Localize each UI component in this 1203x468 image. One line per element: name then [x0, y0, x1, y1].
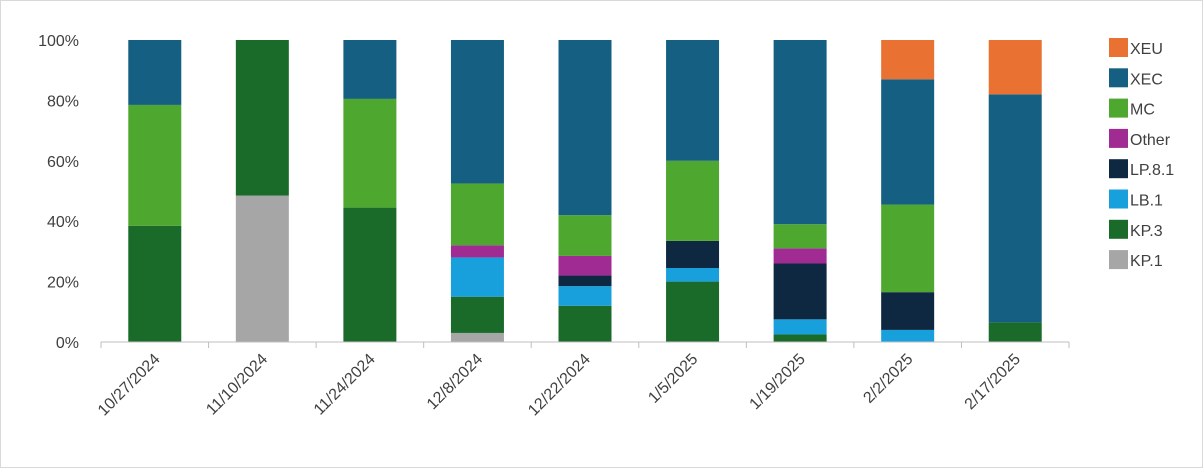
y-axis-labels: 0% 20% 40% 60% 80% 100%: [38, 33, 79, 352]
x-tick-label: 11/10/2024: [203, 351, 271, 419]
legend-label: LB.1: [1130, 193, 1163, 210]
bar-segment-xeu: [988, 40, 1042, 95]
bar-segment-kp-3: [773, 334, 827, 342]
bar-segment-kp-1: [450, 332, 504, 342]
bar-segment-other: [773, 248, 827, 264]
bar-stack: [235, 40, 289, 342]
legend-item: LP.8.1: [1109, 159, 1174, 179]
x-tick-label: 2/17/2025: [962, 351, 1024, 413]
bar-segment-kp-3: [988, 322, 1042, 342]
x-tick-label: 10/27/2024: [95, 351, 164, 420]
bar-segment-xec: [666, 40, 720, 161]
bar-segment-kp-3: [343, 207, 397, 342]
bar-segment-lb-1: [881, 329, 935, 342]
bar-stack: [988, 40, 1042, 342]
legend-swatch: [1109, 68, 1128, 88]
x-tick-label: 12/22/2024: [525, 351, 594, 420]
bars: [128, 40, 1042, 342]
bar-segment-kp-1: [235, 195, 289, 342]
bar-segment-kp-3: [666, 281, 720, 342]
legend-label: LP.8.1: [1130, 162, 1174, 179]
x-tick-label: 2/2/2025: [860, 351, 916, 407]
bar-segment-xec: [881, 79, 935, 205]
x-tick-label: 12/8/2024: [424, 351, 486, 413]
bar-segment-kp-3: [235, 40, 289, 196]
bar-segment-mc: [343, 98, 397, 208]
bar-segment-mc: [450, 183, 504, 246]
legend-swatch: [1109, 38, 1128, 57]
bar-segment-lb-1: [558, 286, 612, 306]
bar-segment-mc: [128, 104, 182, 226]
bar-segment-lp-8-1: [773, 263, 827, 320]
x-tick-label: 11/24/2024: [311, 351, 379, 419]
bar-segment-mc: [666, 160, 720, 241]
bar-segment-lb-1: [450, 257, 504, 297]
bar-segment-mc: [558, 215, 612, 256]
y-tick-label: 80%: [47, 93, 79, 110]
bar-segment-kp-3: [450, 296, 504, 333]
bar-stack: [450, 40, 504, 342]
bar-segment-other: [558, 255, 612, 276]
y-tick-label: 60%: [47, 154, 79, 171]
legend-label: Other: [1130, 132, 1171, 149]
x-axis-ticks: [100, 342, 1070, 348]
bar-segment-mc: [773, 224, 827, 249]
bar-segment-kp-3: [558, 305, 612, 342]
legend-label: MC: [1130, 102, 1155, 119]
x-tick-label: 1/5/2025: [645, 351, 701, 407]
legend-swatch: [1109, 219, 1128, 239]
legend-label: XEC: [1130, 71, 1163, 88]
bar-stack: [881, 40, 935, 342]
bar-stack: [666, 40, 720, 342]
legend-label: KP.1: [1130, 253, 1163, 270]
legend-item: XEC: [1109, 68, 1163, 88]
legend-swatch: [1109, 159, 1128, 179]
legend-label: XEU: [1130, 41, 1163, 58]
bar-stack: [773, 40, 827, 342]
legend-item: KP.3: [1109, 219, 1163, 240]
bar-segment-xec: [450, 40, 504, 184]
legend-swatch: [1109, 128, 1128, 148]
y-tick-label: 0%: [56, 335, 79, 352]
bar-segment-kp-3: [128, 225, 182, 342]
bar-stack: [128, 40, 182, 342]
legend-item: KP.1: [1109, 250, 1163, 270]
bar-segment-lp-8-1: [881, 292, 935, 330]
bar-segment-xec: [988, 94, 1042, 323]
x-axis-labels: 10/27/2024 11/10/2024 11/24/2024 12/8/2024 1…: [95, 351, 1024, 420]
y-tick-label: 40%: [47, 214, 79, 231]
bar-segment-lb-1: [666, 268, 720, 282]
bar-segment-lp-8-1: [558, 275, 612, 287]
legend-item: LB.1: [1109, 189, 1163, 210]
legend-item: MC: [1109, 98, 1155, 119]
bar-segment-xec: [128, 40, 182, 105]
legend-item: Other: [1109, 128, 1171, 149]
legend: XEU XEC MC Other LP.8.1 LB.1 KP.3 KP.1: [1109, 38, 1174, 270]
legend-label: KP.3: [1130, 223, 1163, 240]
legend-item: XEU: [1109, 38, 1163, 58]
bar-stack: [343, 40, 397, 342]
bar-segment-lb-1: [773, 319, 827, 335]
bar-segment-lp-8-1: [666, 240, 720, 269]
bar-segment-xec: [343, 40, 397, 99]
bar-segment-xec: [773, 40, 827, 225]
bar-segment-xec: [558, 40, 612, 216]
bar-stack: [558, 40, 612, 342]
y-tick-label: 20%: [47, 275, 79, 292]
bar-segment-mc: [881, 204, 935, 293]
bar-segment-xeu: [881, 40, 935, 80]
y-tick-label: 100%: [38, 33, 79, 50]
legend-swatch: [1109, 250, 1128, 270]
legend-swatch: [1109, 189, 1128, 209]
x-tick-label: 1/19/2025: [747, 351, 809, 413]
bar-segment-other: [450, 245, 504, 258]
legend-swatch: [1109, 98, 1128, 118]
